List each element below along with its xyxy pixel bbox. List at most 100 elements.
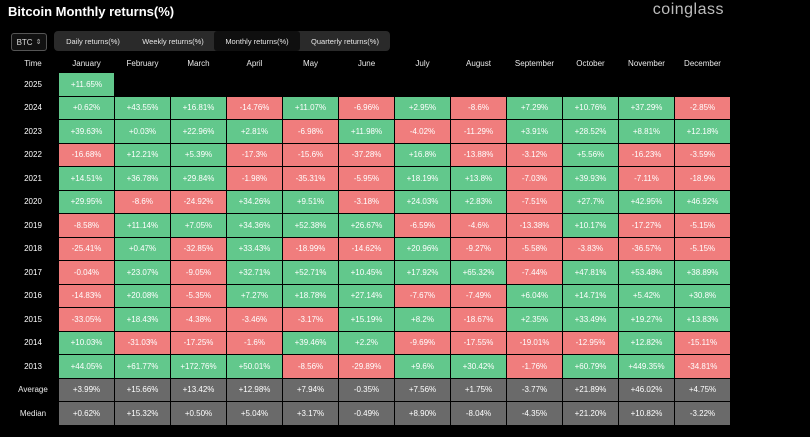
empty-cell (395, 73, 450, 96)
return-cell: -1.76% (507, 355, 562, 378)
return-cell: -7.51% (507, 190, 562, 213)
return-cell: -3.83% (563, 237, 618, 260)
return-cell: +34.26% (227, 190, 282, 213)
return-cell: -24.92% (171, 190, 226, 213)
return-cell: +44.05% (59, 355, 114, 378)
return-cell: +38.89% (675, 261, 730, 284)
return-cell: +11.65% (59, 73, 114, 96)
return-cell: +11.07% (283, 96, 338, 119)
return-cell: +61.77% (115, 355, 170, 378)
return-cell: -29.89% (339, 355, 394, 378)
table-row: 2019 -8.58% +11.14% +7.05% +34.36% +52.38% +26… (8, 214, 730, 237)
return-cell: -5.15% (675, 237, 730, 260)
return-cell: +20.08% (115, 284, 170, 307)
column-header: April (246, 58, 263, 68)
return-cell: +22.96% (171, 120, 226, 143)
stat-cell: -3.77% (507, 378, 562, 401)
table-row: 2015 -33.05% +18.43% -4.38% -3.46% -3.17% +15.… (8, 308, 730, 331)
return-cell: +7.05% (171, 214, 226, 237)
table-row: 2014 +10.03% -31.03% -17.25% -1.6% +39.46% +2.… (8, 331, 730, 354)
year-label: 2025 (8, 73, 58, 96)
stat-cell: +21.89% (563, 378, 618, 401)
tab-quarterly-returns[interactable]: Quarterly returns(%) (311, 36, 379, 46)
year-label: 2013 (8, 355, 58, 378)
return-cell: -9.05% (171, 261, 226, 284)
return-cell: +172.76% (171, 355, 226, 378)
return-cell: -14.62% (339, 237, 394, 260)
stat-cell: +1.75% (451, 378, 506, 401)
table-row: 2016 -14.83% +20.08% -5.35% +7.27% +18.78% +27… (8, 284, 730, 307)
stat-cell: -0.49% (339, 402, 394, 425)
return-cell: +16.8% (395, 143, 450, 166)
return-cell: -8.6% (115, 190, 170, 213)
return-cell: +47.81% (563, 261, 618, 284)
year-label: 2022 (8, 143, 58, 166)
return-cell: +5.39% (171, 143, 226, 166)
column-header: June (357, 58, 376, 68)
return-cell: +39.46% (283, 331, 338, 354)
return-cell: -37.28% (339, 143, 394, 166)
return-cell: -18.9% (675, 167, 730, 190)
return-cell: +33.49% (563, 308, 618, 331)
return-cell: -15.11% (675, 331, 730, 354)
return-cell: -9.27% (451, 237, 506, 260)
return-cell: -16.23% (619, 143, 674, 166)
stat-cell: -8.04% (451, 402, 506, 425)
return-cell: -17.55% (451, 331, 506, 354)
asset-select[interactable]: BTC ⇕ (11, 33, 47, 51)
return-cell: +18.78% (283, 284, 338, 307)
tab-daily-returns[interactable]: Daily returns(%) (66, 36, 120, 46)
return-cell: -4.6% (451, 214, 506, 237)
return-cell: -2.85% (675, 96, 730, 119)
return-cell: +15.19% (339, 308, 394, 331)
column-header: March (187, 58, 210, 68)
stat-cell: +12.98% (227, 378, 282, 401)
stat-cell: -0.35% (339, 378, 394, 401)
year-label: 2014 (8, 331, 58, 354)
return-cell: +27.14% (339, 284, 394, 307)
return-cell: -3.46% (227, 308, 282, 331)
return-cell: -31.03% (115, 331, 170, 354)
return-cell: +5.42% (619, 284, 674, 307)
return-cell: -9.69% (395, 331, 450, 354)
return-cell: +60.79% (563, 355, 618, 378)
return-cell: -36.57% (619, 237, 674, 260)
stat-cell: +8.90% (395, 402, 450, 425)
return-cell: -35.31% (283, 167, 338, 190)
return-cell: -5.95% (339, 167, 394, 190)
coinglass-logo: coinglass (652, 1, 724, 18)
empty-cell (227, 73, 282, 96)
return-cell: -1.6% (227, 331, 282, 354)
return-cell: -6.98% (283, 120, 338, 143)
return-cell: +0.03% (115, 120, 170, 143)
stat-cell: +15.32% (115, 402, 170, 425)
return-cell: +9.51% (283, 190, 338, 213)
stat-cell: +15.66% (115, 378, 170, 401)
return-cell: -1.98% (227, 167, 282, 190)
year-label: 2018 (8, 237, 58, 260)
return-cell: +26.67% (339, 214, 394, 237)
return-cell: +52.38% (283, 214, 338, 237)
asset-select-value: BTC (16, 37, 33, 47)
column-header: February (126, 58, 159, 68)
return-cell: -4.02% (395, 120, 450, 143)
stat-row: Average +3.99% +15.66% +13.42% +12.98% +7.94%… (8, 378, 730, 401)
return-cell: +8.81% (619, 120, 674, 143)
return-cell: -8.58% (59, 214, 114, 237)
tab-weekly-returns[interactable]: Weekly returns(%) (142, 36, 204, 46)
return-cell: -14.83% (59, 284, 114, 307)
stat-cell: +7.94% (283, 378, 338, 401)
return-cell: +30.8% (675, 284, 730, 307)
table-row: 2022 -16.68% +12.21% +5.39% -17.3% -15.6% -37.… (8, 143, 730, 166)
return-cell: +13.8% (451, 167, 506, 190)
stat-cell: -3.22% (675, 402, 730, 425)
return-cell: +32.71% (227, 261, 282, 284)
return-cell: +17.92% (395, 261, 450, 284)
return-cell: +19.27% (619, 308, 674, 331)
column-header: Time (24, 58, 42, 68)
return-cell: +39.63% (59, 120, 114, 143)
stat-cell: +0.62% (59, 402, 114, 425)
return-cell: -33.05% (59, 308, 114, 331)
tab-monthly-returns[interactable]: Monthly returns(%) (214, 31, 300, 51)
return-cell: +20.96% (395, 237, 450, 260)
